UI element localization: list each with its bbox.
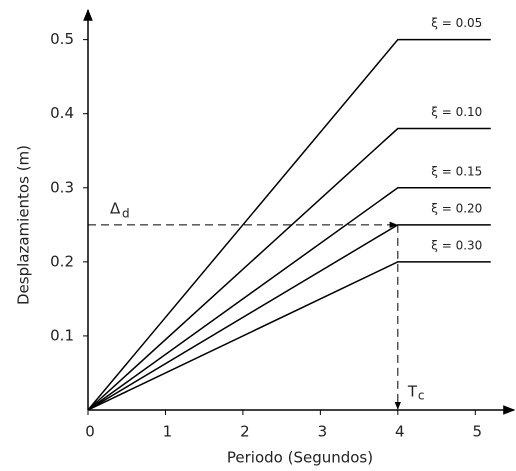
y-tick-label: 0.5	[50, 30, 74, 48]
series-line	[88, 225, 491, 410]
x-tick-label: 2	[240, 423, 250, 441]
x-tick-label: 3	[318, 423, 328, 441]
series-line	[88, 262, 491, 410]
annotation: Δ	[110, 199, 121, 217]
x-tick-label: 0	[85, 423, 95, 441]
annotation: T	[407, 383, 418, 401]
series-label: ξ = 0.30	[431, 238, 482, 252]
y-tick-label: 0.3	[50, 178, 74, 196]
y-tick-label: 0.2	[50, 252, 74, 270]
x-tick-label: 1	[163, 423, 173, 441]
annotation-sub: d	[122, 206, 130, 220]
x-axis-label: Periodo (Segundos)	[227, 449, 373, 467]
series-label: ξ = 0.10	[431, 105, 482, 119]
series-line	[88, 188, 491, 410]
x-tick-label: 4	[395, 423, 405, 441]
y-axis-label: Desplazamientos (m)	[15, 145, 33, 305]
chart: Desplazamientos (m) Periodo (Segundos) 0…	[0, 0, 516, 471]
x-tick-label: 5	[472, 423, 482, 441]
series-label: ξ = 0.05	[431, 16, 482, 30]
series-label: ξ = 0.20	[431, 201, 482, 215]
y-tick-label: 0.4	[50, 104, 74, 122]
series-label: ξ = 0.15	[431, 164, 482, 178]
annotation-sub: c	[418, 389, 425, 403]
y-tick-label: 0.1	[50, 326, 74, 344]
